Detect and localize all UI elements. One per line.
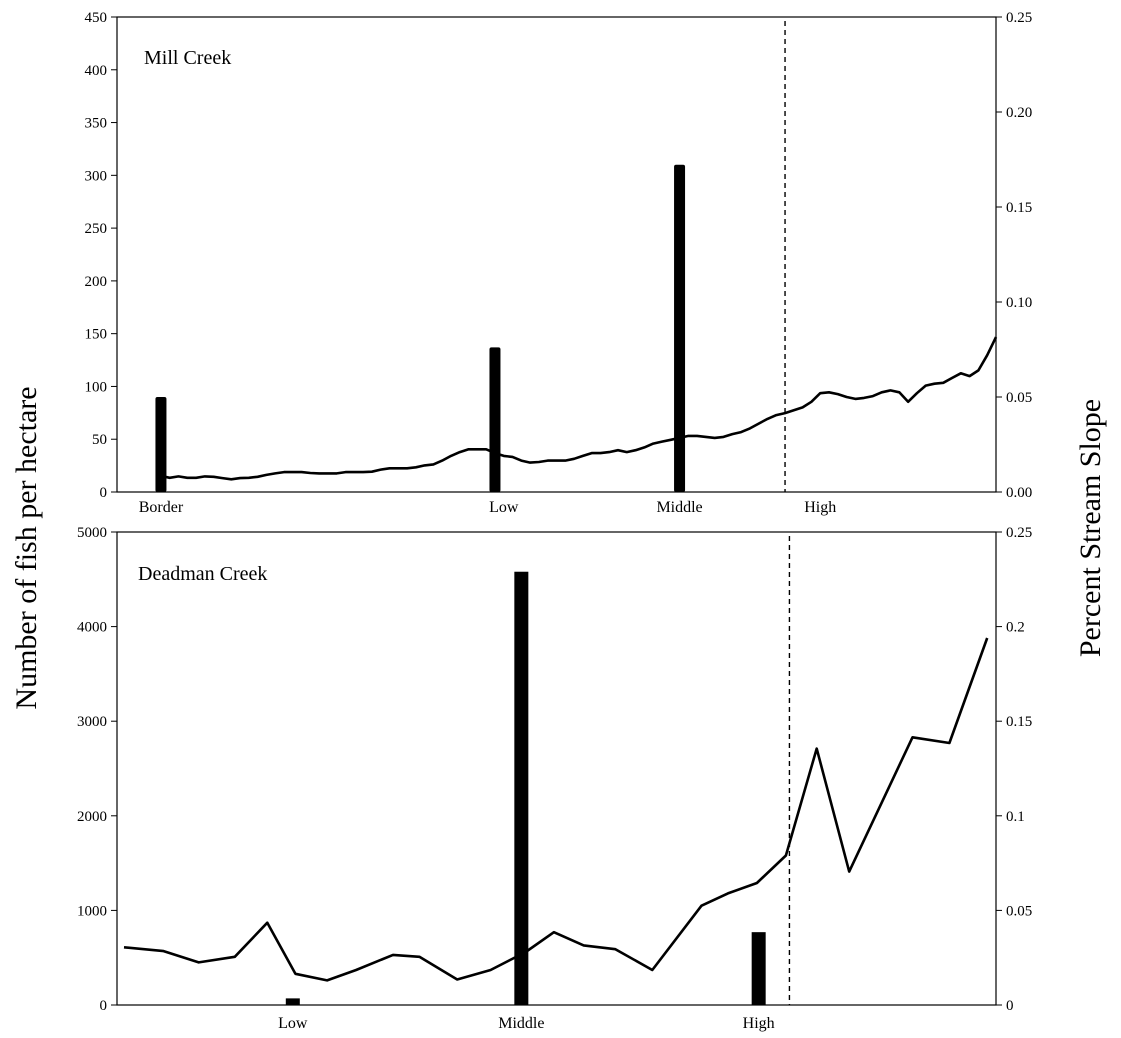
category-label-middle: Middle: [498, 1015, 544, 1032]
panel-title: Mill Creek: [144, 47, 231, 69]
category-label-high: High: [743, 1015, 775, 1032]
y2-tick-label: 0.25: [1006, 525, 1032, 541]
chart-panels: 0501001502002503003504004500.000.050.100…: [77, 10, 1032, 1032]
panel-title: Deadman Creek: [138, 563, 267, 585]
y-tick-label: 0: [100, 998, 108, 1014]
slope-line: [123, 637, 989, 982]
slope-line: [160, 336, 998, 481]
y-tick-label: 450: [85, 10, 108, 26]
y-tick-label: 50: [92, 432, 107, 448]
panel-2: 0 1000 2000 3000 4000 5000 0 0.05 0.1 0.15 0.2 0.25…: [77, 525, 1032, 1032]
y-tick-label: 250: [85, 221, 108, 237]
y-tick-label: 3000: [77, 714, 107, 730]
y-tick-label: 350: [85, 116, 108, 132]
y-tick-label: 5000: [77, 525, 107, 541]
y2-tick-label: 0.15: [1006, 200, 1032, 216]
y2-tick-label: 0.2: [1006, 620, 1025, 636]
bar-middle: [514, 571, 529, 1005]
y-tick-label: 400: [85, 63, 108, 79]
panel-1: 0 50 100 150 200 250 300 350 400 450 0.00 0.05 0.10 0…: [85, 10, 1033, 516]
y-tick-label: 0: [100, 485, 108, 501]
y2-axis-title: Percent Stream Slope: [1074, 399, 1107, 657]
y-tick-label: 300: [85, 168, 108, 184]
bar-low: [285, 998, 300, 1005]
y-axis-title: Number of fish per hectare: [10, 386, 43, 709]
y2-tick-label: 0.1: [1006, 809, 1025, 825]
y2-tick-label: 0.00: [1006, 485, 1032, 501]
y2-tick-label: 0: [1006, 998, 1014, 1014]
category-label-high: High: [804, 499, 836, 516]
plot-frame: [116, 16, 997, 493]
bar-middle: [674, 164, 686, 492]
y-tick-label: 100: [85, 379, 108, 395]
y2-tick-label: 0.25: [1006, 10, 1032, 26]
bar-low: [489, 347, 501, 492]
category-label-low: Low: [278, 1015, 308, 1032]
category-label-border: Border: [139, 499, 184, 516]
y-tick-label: 200: [85, 274, 108, 290]
plot-frame: [116, 531, 997, 1006]
bar-border: [155, 397, 167, 492]
category-label-middle: Middle: [656, 499, 702, 516]
y2-tick-label: 0.15: [1006, 714, 1032, 730]
category-label-low: Low: [489, 499, 519, 516]
bar-high: [751, 932, 766, 1005]
y-tick-label: 2000: [77, 809, 107, 825]
y2-tick-label: 0.10: [1006, 295, 1032, 311]
y2-tick-label: 0.20: [1006, 105, 1032, 121]
y2-tick-label: 0.05: [1006, 903, 1032, 919]
y2-tick-label: 0.05: [1006, 390, 1032, 406]
y-tick-label: 4000: [77, 620, 107, 636]
y-tick-label: 1000: [77, 903, 107, 919]
y-tick-label: 150: [85, 327, 108, 343]
